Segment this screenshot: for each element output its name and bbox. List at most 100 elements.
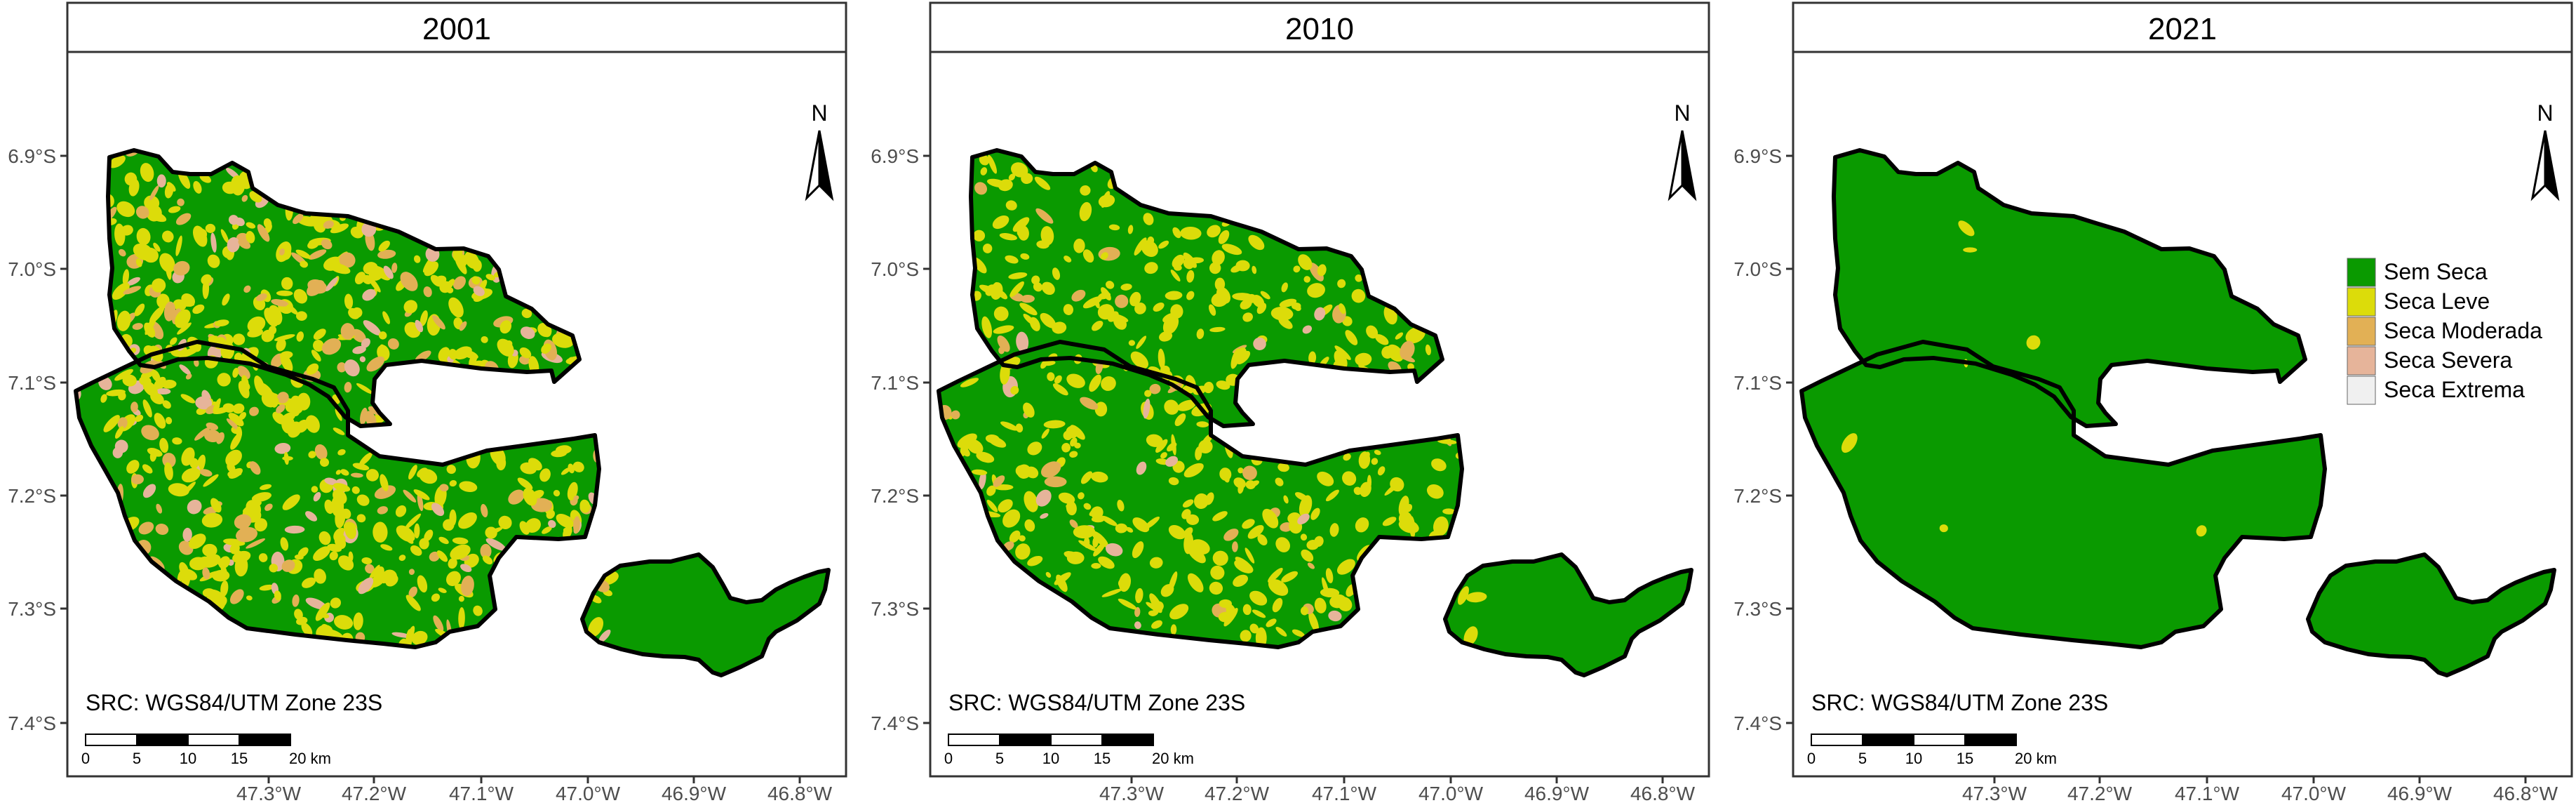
drought-patch [1017, 225, 1029, 241]
drought-patch [1242, 312, 1253, 322]
drought-patch [1082, 249, 1094, 263]
drought-patch [280, 353, 293, 372]
drought-patch [588, 617, 604, 637]
drought-patch [114, 439, 128, 453]
scale-label: 10 [1042, 750, 1059, 767]
drought-patch [1247, 293, 1257, 303]
drought-patch [1281, 282, 1288, 293]
drought-patch [1292, 629, 1305, 637]
drought-patch [561, 467, 571, 475]
drought-patch [1294, 492, 1308, 501]
drought-patch [181, 293, 196, 307]
drought-patch [279, 248, 285, 255]
drought-patch [1303, 276, 1311, 283]
drought-patch [1334, 345, 1351, 360]
drought-patch [271, 397, 279, 408]
drought-patch [1240, 299, 1252, 310]
drought-patch [135, 258, 142, 267]
drought-patch [216, 596, 226, 611]
drought-patch [134, 303, 145, 317]
drought-patch [114, 426, 124, 439]
drought-patch [318, 531, 331, 545]
drought-patch [236, 526, 258, 543]
north-arrow-right [818, 130, 834, 201]
drought-patch [282, 494, 300, 510]
drought-patch [172, 437, 182, 445]
scale-segment [187, 734, 240, 746]
drought-patch [439, 281, 452, 293]
drought-patch [1301, 549, 1314, 562]
x-tick-label: 47.0°W [1418, 783, 1484, 803]
north-label: N [2537, 100, 2553, 126]
drought-patch [480, 543, 492, 559]
drought-patch [459, 481, 478, 493]
drought-patch [305, 415, 320, 433]
drought-patch [228, 467, 243, 479]
drought-patch [1011, 162, 1028, 178]
drought-patch [166, 182, 176, 192]
drought-patch [410, 545, 422, 556]
drought-patch [1101, 287, 1111, 301]
drought-patch [1307, 283, 1325, 298]
drought-patch [311, 486, 318, 493]
drought-patch [308, 249, 327, 260]
drought-patch [1230, 348, 1240, 369]
drought-patch [1407, 363, 1414, 371]
drought-patch [333, 483, 351, 492]
x-tick-label: 47.2°W [342, 783, 407, 803]
drought-patch [973, 230, 986, 241]
drought-patch [121, 225, 133, 236]
drought-patch [1256, 303, 1267, 314]
drought-patch [1160, 452, 1167, 459]
drought-patch [239, 411, 247, 420]
drought-patch [1108, 224, 1120, 231]
drought-patch [1120, 283, 1132, 291]
drought-patch [147, 448, 163, 457]
drought-patch [1126, 526, 1134, 533]
drought-patch [301, 623, 313, 637]
drought-patch [979, 471, 986, 490]
drought-patch [993, 306, 1009, 321]
region-east [2308, 555, 2554, 675]
drought-patch [136, 227, 151, 246]
drought-patch [1248, 234, 1265, 251]
drought-patch [1209, 326, 1226, 333]
drought-patch [1167, 442, 1177, 452]
drought-patch [1168, 571, 1178, 592]
drought-patch [1010, 385, 1019, 395]
drought-patch [314, 569, 326, 584]
drought-patch [1034, 176, 1051, 190]
scale-bar: 0 5 10 15 20 km [81, 734, 331, 767]
drought-patch [481, 503, 488, 518]
drought-patch [352, 345, 366, 354]
drought-patch [319, 458, 330, 467]
x-tick-label: 47.3°W [1099, 783, 1165, 803]
drought-patch [276, 404, 286, 413]
drought-patch [240, 380, 250, 391]
crs-label: SRC: WGS84/UTM Zone 23S [948, 690, 1245, 715]
drought-patch [424, 529, 434, 542]
panel-header [66, 1, 847, 53]
drought-patch [400, 272, 418, 291]
drought-patch [993, 475, 1005, 487]
y-tick-label: 7.4°S [8, 712, 56, 734]
drought-patch [1017, 464, 1031, 479]
north-arrow-right [1681, 130, 1697, 201]
drought-patch [450, 544, 471, 560]
drought-patch [293, 288, 308, 304]
drought-patch [1080, 471, 1093, 484]
drought-patch [335, 409, 342, 421]
drought-patch [334, 533, 346, 547]
drought-patch [1089, 508, 1099, 517]
scale-label: 0 [81, 750, 90, 767]
drought-patch [1180, 226, 1202, 240]
drought-patch [1115, 294, 1129, 308]
scale-label: 20 km [2015, 750, 2057, 767]
drought-patch [294, 609, 303, 620]
x-tick-label: 47.3°W [1962, 783, 2027, 803]
drought-patch [1174, 264, 1182, 271]
drought-patch [539, 468, 551, 482]
drought-patch [229, 543, 240, 555]
drought-patch [337, 362, 347, 373]
drought-patch [1091, 531, 1109, 548]
